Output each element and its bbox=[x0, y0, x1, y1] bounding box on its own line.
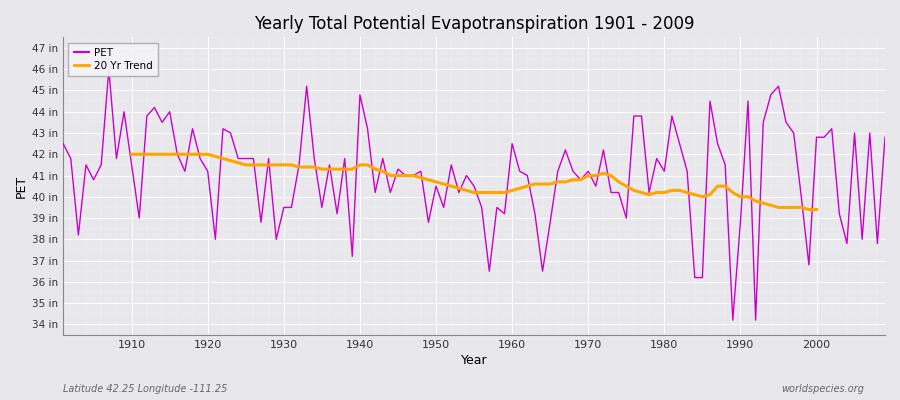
Y-axis label: PET: PET bbox=[15, 174, 28, 198]
X-axis label: Year: Year bbox=[461, 354, 488, 367]
Legend: PET, 20 Yr Trend: PET, 20 Yr Trend bbox=[68, 42, 158, 76]
Text: worldspecies.org: worldspecies.org bbox=[781, 384, 864, 394]
Text: Latitude 42.25 Longitude -111.25: Latitude 42.25 Longitude -111.25 bbox=[63, 384, 228, 394]
Title: Yearly Total Potential Evapotranspiration 1901 - 2009: Yearly Total Potential Evapotranspiratio… bbox=[254, 15, 694, 33]
